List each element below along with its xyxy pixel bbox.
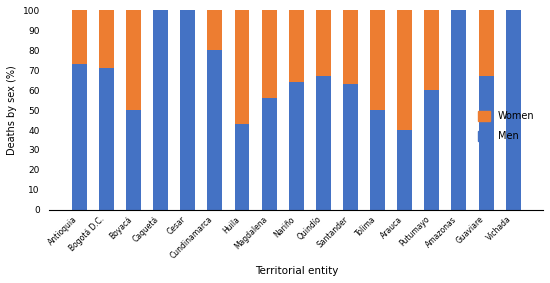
Bar	[425, 90, 439, 210]
Bar	[207, 10, 222, 50]
Bar	[126, 10, 141, 110]
Bar	[397, 10, 412, 130]
Bar	[153, 10, 168, 210]
Bar	[235, 124, 250, 210]
Bar	[452, 10, 466, 210]
Bar	[316, 10, 331, 76]
Bar	[343, 10, 358, 84]
Bar	[397, 130, 412, 210]
Bar	[262, 98, 277, 210]
Bar	[235, 10, 250, 124]
Bar	[478, 10, 493, 76]
Bar	[72, 64, 87, 210]
Bar	[289, 82, 304, 210]
Legend: Women, Men: Women, Men	[474, 107, 538, 145]
Bar	[72, 10, 87, 64]
Bar	[262, 10, 277, 98]
X-axis label: Territorial entity: Territorial entity	[255, 266, 338, 276]
Bar	[370, 110, 385, 210]
Bar	[126, 110, 141, 210]
Bar	[289, 10, 304, 82]
Bar	[343, 84, 358, 210]
Bar	[316, 76, 331, 210]
Bar	[207, 50, 222, 210]
Bar	[99, 10, 114, 68]
Y-axis label: Deaths by sex (%): Deaths by sex (%)	[7, 65, 17, 155]
Bar	[99, 68, 114, 210]
Bar	[370, 10, 385, 110]
Bar	[505, 10, 521, 210]
Bar	[425, 10, 439, 90]
Bar	[478, 76, 493, 210]
Bar	[180, 10, 195, 210]
